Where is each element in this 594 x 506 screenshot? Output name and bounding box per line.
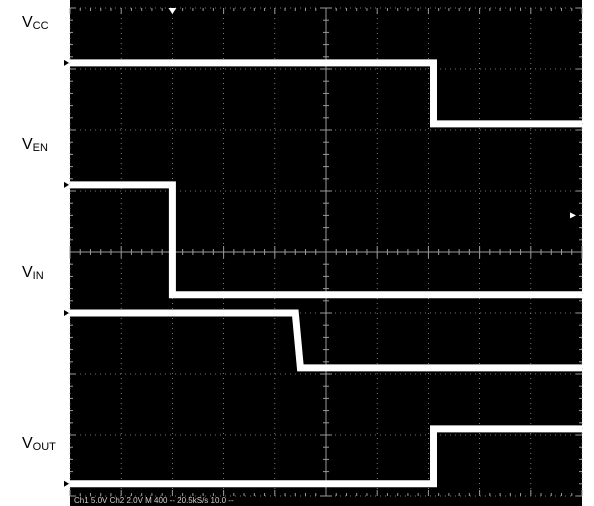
channel-label-sub: OUT	[33, 441, 57, 453]
channel-label-sub: CC	[33, 20, 49, 32]
channel-label-main: V	[22, 136, 33, 153]
graticule	[69, 7, 583, 497]
channel-label-vout: VOUT	[22, 435, 56, 453]
channel-label-sub: EN	[33, 142, 48, 154]
channel-label-main: V	[22, 14, 33, 31]
channel-label-ven: VEN	[22, 136, 48, 154]
ground-marker-ven	[64, 181, 69, 188]
trace-ven	[70, 181, 582, 299]
ground-marker-vout	[64, 480, 69, 487]
markers	[168, 8, 576, 219]
trace-vin	[70, 309, 582, 372]
trace-vcc	[70, 59, 582, 128]
channel-label-vcc: VCC	[22, 14, 49, 32]
channel-label-main: V	[22, 264, 33, 281]
ground-marker-vin	[64, 310, 69, 316]
trace-vout	[70, 425, 582, 488]
trigger-position-marker	[168, 8, 177, 14]
channel-label-vin: VIN	[22, 264, 44, 282]
channel-label-sub: IN	[33, 270, 44, 282]
traces	[64, 59, 582, 488]
ground-marker-vcc	[64, 59, 69, 66]
trigger-level-marker	[570, 212, 576, 219]
status-bar-text: Ch1 5.0V Ch2 2.0V M 400 -- 20.5kS/s 10.0…	[74, 496, 234, 505]
channel-label-main: V	[22, 435, 33, 452]
